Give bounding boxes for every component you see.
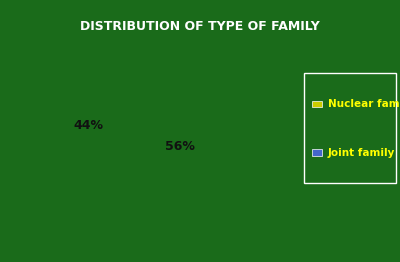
Text: DISTRIBUTION OF TYPE OF FAMILY: DISTRIBUTION OF TYPE OF FAMILY (80, 20, 320, 33)
Bar (312, 101, 322, 107)
Text: 56%: 56% (165, 140, 195, 153)
Text: Nuclear family: Nuclear family (328, 99, 400, 109)
Text: 44%: 44% (73, 119, 103, 132)
FancyBboxPatch shape (304, 73, 396, 183)
Text: Joint family: Joint family (328, 148, 395, 157)
Bar (312, 149, 322, 156)
